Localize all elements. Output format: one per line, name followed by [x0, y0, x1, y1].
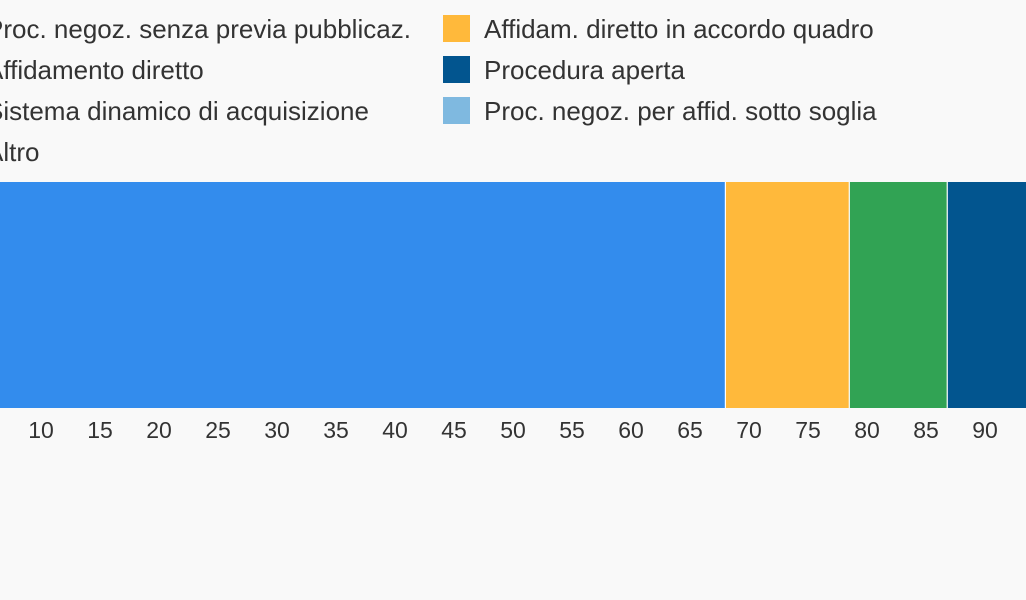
legend-item-affidamento-diretto[interactable]: Affidamento diretto [0, 49, 411, 90]
x-tick-label: 90 [972, 417, 998, 443]
legend-item-sistema-dinamico[interactable]: Sistema dinamico di acquisizione [0, 90, 411, 131]
legend-label: Sistema dinamico di acquisizione [0, 95, 369, 126]
legend-right: Affidam. diretto in accordo quadro Proce… [443, 8, 877, 131]
x-tick-label: 10 [28, 417, 54, 443]
legend-swatch [443, 97, 470, 124]
legend-item-procedura-aperta[interactable]: Procedura aperta [443, 49, 877, 90]
legend-item-proc-negoz-senza-pubblicaz[interactable]: Proc. negoz. senza previa pubblicaz. [0, 8, 411, 49]
x-tick-label: 65 [677, 417, 703, 443]
legend-label: Proc. negoz. per affid. sotto soglia [484, 95, 877, 126]
x-tick-label: 45 [441, 417, 467, 443]
bar-segment-2[interactable] [849, 182, 948, 408]
legend-left: Proc. negoz. senza previa pubblicaz. Aff… [0, 8, 411, 172]
x-tick-label: 70 [736, 417, 762, 443]
x-tick-label: 60 [618, 417, 644, 443]
legend-label: Procedura aperta [484, 54, 685, 85]
legend-label: Proc. negoz. senza previa pubblicaz. [0, 13, 411, 44]
x-tick-label: 35 [323, 417, 349, 443]
legend-swatch [443, 56, 470, 83]
legend-label: Affidam. diretto in accordo quadro [484, 13, 874, 44]
x-tick-label: 50 [500, 417, 526, 443]
legend-swatch [443, 15, 470, 42]
x-tick-label: 15 [87, 417, 113, 443]
x-tick-label: 80 [854, 417, 880, 443]
x-tick-label: 25 [205, 417, 231, 443]
legend-label: Affidamento diretto [0, 54, 204, 85]
legend-item-proc-negoz-sotto-soglia[interactable]: Proc. negoz. per affid. sotto soglia [443, 90, 877, 131]
legend-label: Altro [0, 136, 40, 167]
legend-item-altro[interactable]: Altro [0, 131, 411, 172]
x-tick-label: 75 [795, 417, 821, 443]
x-tick-label: 40 [382, 417, 408, 443]
x-tick-label: 85 [913, 417, 939, 443]
bar-segment-3[interactable] [947, 182, 1026, 408]
x-tick-label: 30 [264, 417, 290, 443]
legend-item-affidam-accordo-quadro[interactable]: Affidam. diretto in accordo quadro [443, 8, 877, 49]
x-tick-label: 20 [146, 417, 172, 443]
bar-segment-1[interactable] [725, 182, 850, 408]
bar-segment-0[interactable] [0, 182, 726, 408]
x-tick-label: 55 [559, 417, 585, 443]
